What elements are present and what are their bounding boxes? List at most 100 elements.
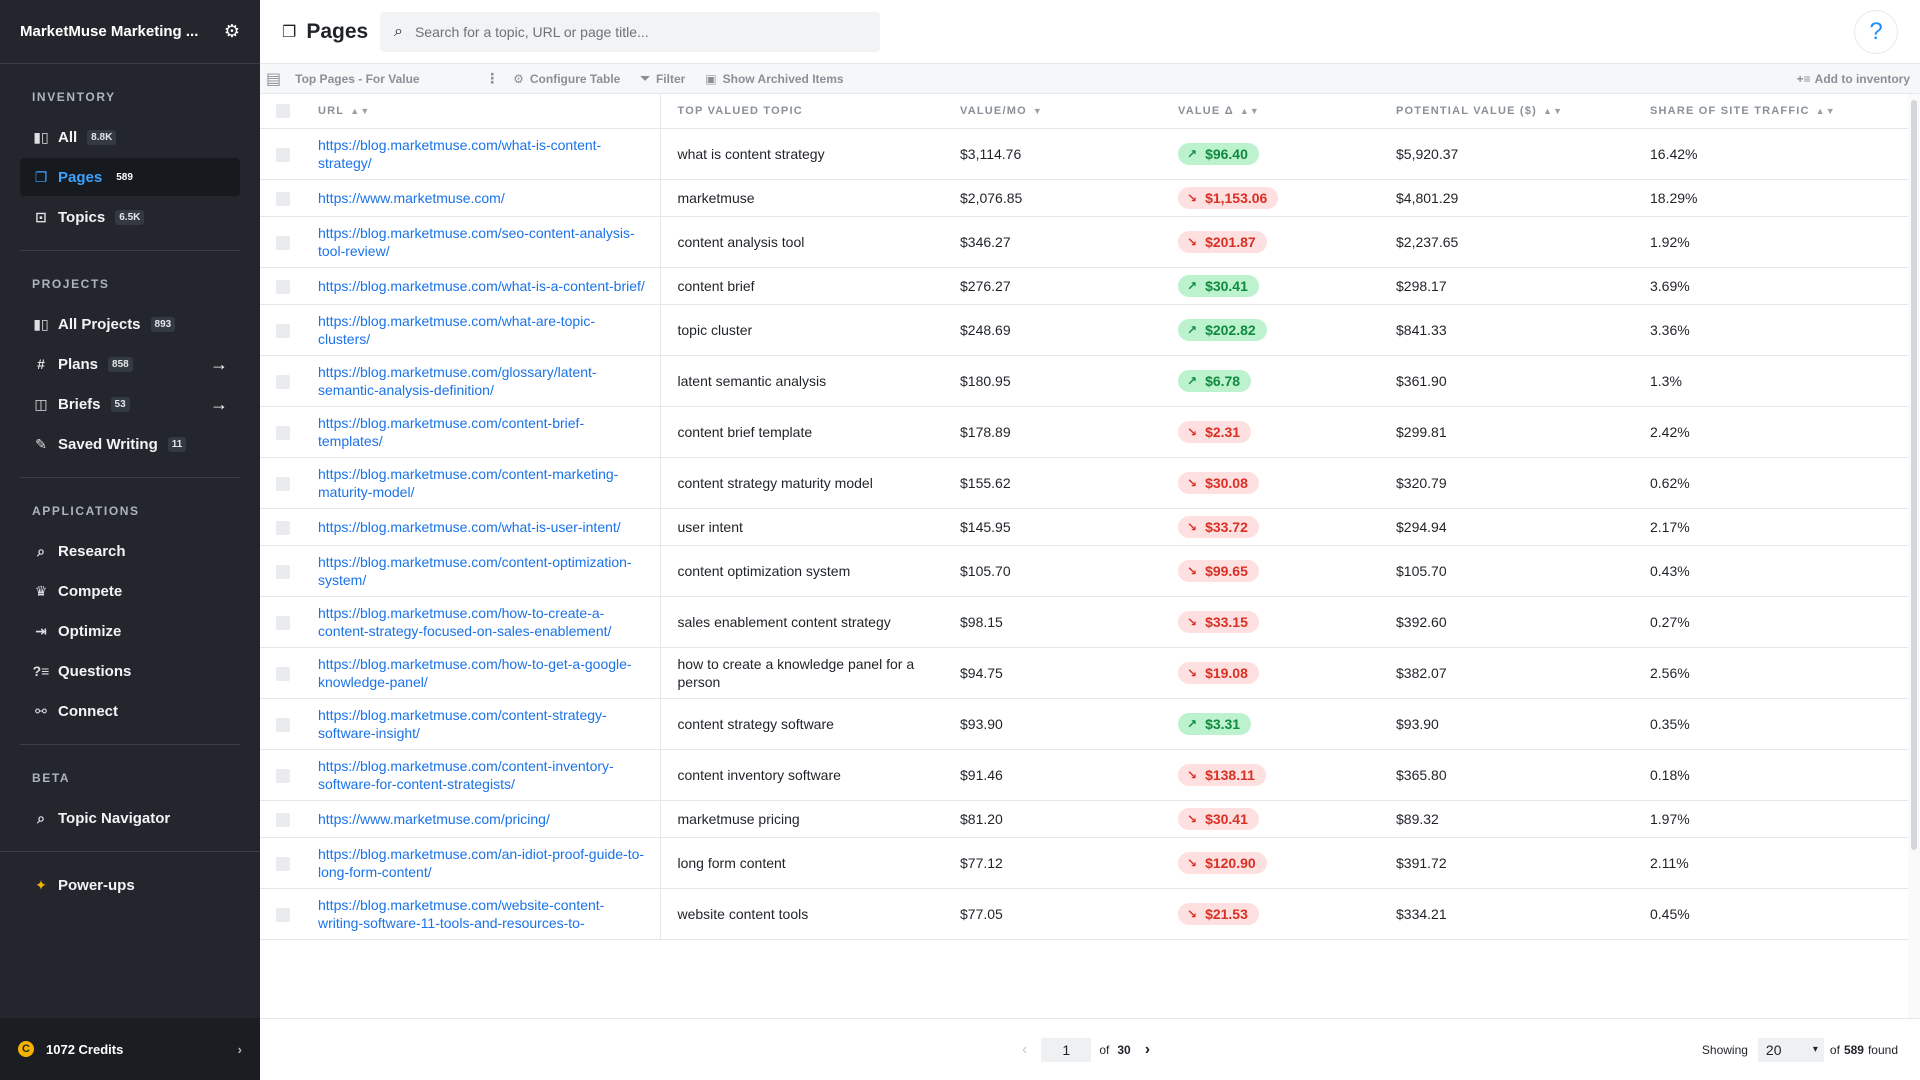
table-row[interactable]: https://www.marketmuse.com/marketmuse $2,… bbox=[260, 179, 1908, 217]
column-header-value-delta[interactable]: VALUE Δ ▲▼ bbox=[1178, 94, 1396, 129]
value-delta-badge: ↘ $99.65 bbox=[1178, 559, 1259, 582]
sidebar-item-topics[interactable]: ⊡ Topics 6.5K bbox=[20, 198, 240, 236]
page-url-link[interactable]: https://blog.marketmuse.com/content-brie… bbox=[318, 414, 585, 449]
row-checkbox[interactable] bbox=[276, 374, 290, 389]
page-url-link[interactable]: https://blog.marketmuse.com/how-to-get-a… bbox=[318, 655, 632, 690]
sidebar-item-compete[interactable]: ♛ Compete bbox=[20, 572, 240, 610]
select-all-checkbox[interactable] bbox=[276, 103, 290, 118]
credits-bar[interactable]: C 1072 Credits › bbox=[0, 1018, 260, 1080]
sort-desc-icon: ▼ bbox=[1032, 105, 1043, 116]
page-url-link[interactable]: https://blog.marketmuse.com/what-is-a-co… bbox=[318, 277, 645, 294]
sidebar-item-plans[interactable]: # Plans 858 → bbox=[20, 345, 240, 383]
table-row[interactable]: https://www.marketmuse.com/pricing/marke… bbox=[260, 800, 1908, 838]
column-header-value[interactable]: VALUE/MO ▼ bbox=[960, 94, 1178, 129]
page-url-link[interactable]: https://blog.marketmuse.com/seo-content-… bbox=[318, 224, 635, 259]
row-checkbox[interactable] bbox=[276, 323, 290, 338]
page-url-link[interactable]: https://blog.marketmuse.com/content-mark… bbox=[318, 465, 619, 500]
page-url-link[interactable]: https://blog.marketmuse.com/how-to-creat… bbox=[318, 604, 612, 639]
sidebar-item-questions[interactable]: ?≡ Questions bbox=[20, 652, 240, 690]
table-row[interactable]: https://blog.marketmuse.com/website-cont… bbox=[260, 888, 1908, 940]
row-checkbox[interactable] bbox=[276, 147, 290, 162]
arrow-right-icon[interactable]: → bbox=[210, 393, 228, 414]
sidebar-header: MarketMuse Marketing ... ⚙ bbox=[0, 0, 260, 64]
table-row[interactable]: https://blog.marketmuse.com/seo-content-… bbox=[260, 216, 1908, 268]
page-number-input[interactable] bbox=[1041, 1037, 1092, 1062]
configure-table-button[interactable]: ⚙ Configure Table bbox=[513, 72, 620, 86]
row-checkbox[interactable] bbox=[276, 235, 290, 250]
table-row[interactable]: https://blog.marketmuse.com/content-mark… bbox=[260, 457, 1908, 509]
table-row[interactable]: https://blog.marketmuse.com/content-brie… bbox=[260, 406, 1908, 458]
search-input[interactable] bbox=[414, 23, 855, 40]
scrollbar[interactable] bbox=[1908, 94, 1920, 1018]
gear-icon[interactable]: ⚙ bbox=[223, 21, 240, 41]
row-checkbox[interactable] bbox=[276, 279, 290, 294]
page-url-link[interactable]: https://blog.marketmuse.com/what-is-user… bbox=[318, 518, 621, 535]
column-header-topic[interactable]: TOP VALUED TOPIC bbox=[660, 94, 960, 129]
table-row[interactable]: https://blog.marketmuse.com/what-is-a-co… bbox=[260, 267, 1908, 305]
page-url-link[interactable]: https://www.marketmuse.com/ bbox=[318, 189, 505, 206]
page-url-link[interactable]: https://blog.marketmuse.com/what-are-top… bbox=[318, 312, 595, 347]
arrow-right-icon[interactable]: → bbox=[210, 353, 228, 374]
page-url-link[interactable]: https://www.marketmuse.com/pricing/ bbox=[318, 810, 550, 827]
row-checkbox[interactable] bbox=[276, 615, 290, 630]
table-row[interactable]: https://blog.marketmuse.com/content-inve… bbox=[260, 749, 1908, 801]
sidebar-item-optimize[interactable]: ⇥ Optimize bbox=[20, 612, 240, 650]
table-row[interactable]: https://blog.marketmuse.com/how-to-creat… bbox=[260, 596, 1908, 648]
table-row[interactable]: https://blog.marketmuse.com/what-is-user… bbox=[260, 508, 1908, 546]
divider bbox=[0, 851, 260, 852]
table-row[interactable]: https://blog.marketmuse.com/what-are-top… bbox=[260, 304, 1908, 356]
row-checkbox[interactable] bbox=[276, 666, 290, 681]
column-header-url[interactable]: URL ▲▼ bbox=[318, 94, 661, 129]
page-url-link[interactable]: https://blog.marketmuse.com/glossary/lat… bbox=[318, 363, 597, 398]
search-box[interactable]: ⌕ bbox=[380, 11, 880, 52]
add-to-inventory-button[interactable]: +≡ Add to inventory bbox=[1797, 72, 1910, 86]
table-row[interactable]: https://blog.marketmuse.com/content-opti… bbox=[260, 545, 1908, 597]
filter-button[interactable]: ⏷ Filter bbox=[640, 71, 685, 86]
help-button[interactable]: ? bbox=[1854, 10, 1898, 54]
sidebar-item-topic-navigator[interactable]: ⌕ Topic Navigator bbox=[20, 799, 240, 837]
topic-cell: content optimization system bbox=[660, 545, 960, 597]
page-url-link[interactable]: https://blog.marketmuse.com/content-opti… bbox=[318, 553, 632, 588]
table-view-icon[interactable]: ▤ bbox=[266, 70, 282, 88]
per-page-select[interactable]: 20 ▾ bbox=[1757, 1037, 1824, 1062]
sidebar-item-research[interactable]: ⌕ Research bbox=[20, 532, 240, 570]
arrow-up-right-icon: ↗ bbox=[1187, 146, 1198, 161]
chevron-left-icon[interactable]: ‹ bbox=[1022, 1040, 1028, 1058]
column-header-potential-value[interactable]: POTENTIAL VALUE ($) ▲▼ bbox=[1396, 94, 1650, 129]
row-checkbox[interactable] bbox=[276, 476, 290, 491]
row-checkbox[interactable] bbox=[276, 425, 290, 440]
scrollbar-thumb[interactable] bbox=[1911, 100, 1917, 850]
row-checkbox[interactable] bbox=[276, 768, 290, 783]
page-url-link[interactable]: https://blog.marketmuse.com/an-idiot-pro… bbox=[318, 845, 645, 880]
page-url-link[interactable]: https://blog.marketmuse.com/website-cont… bbox=[318, 896, 605, 931]
chevron-right-icon[interactable]: › bbox=[1144, 1040, 1151, 1058]
row-checkbox[interactable] bbox=[276, 191, 290, 206]
sidebar-item-all[interactable]: ▮▯ All 8.8K bbox=[20, 118, 240, 156]
sidebar-item-pages[interactable]: ❐ Pages 589 bbox=[20, 158, 240, 196]
more-options-icon[interactable]: ⋮ bbox=[485, 70, 500, 86]
workspace-title[interactable]: MarketMuse Marketing ... bbox=[20, 23, 199, 40]
sidebar-item-all-projects[interactable]: ▮▯ All Projects 893 bbox=[20, 305, 240, 343]
table-row[interactable]: https://blog.marketmuse.com/content-stra… bbox=[260, 698, 1908, 750]
table-row[interactable]: https://blog.marketmuse.com/glossary/lat… bbox=[260, 355, 1908, 407]
table-row[interactable]: https://blog.marketmuse.com/an-idiot-pro… bbox=[260, 837, 1908, 889]
row-checkbox[interactable] bbox=[276, 564, 290, 579]
page-url-link[interactable]: https://blog.marketmuse.com/content-stra… bbox=[318, 706, 607, 741]
row-checkbox[interactable] bbox=[276, 717, 290, 732]
sidebar-item-connect[interactable]: ⚯ Connect bbox=[20, 692, 240, 730]
row-checkbox[interactable] bbox=[276, 520, 290, 535]
sidebar-item-power-ups[interactable]: ✦ Power-ups bbox=[20, 866, 240, 904]
page-url-link[interactable]: https://blog.marketmuse.com/what-is-cont… bbox=[318, 136, 602, 171]
show-archived-button[interactable]: ▣ Show Archived Items bbox=[705, 72, 843, 86]
row-checkbox[interactable] bbox=[276, 812, 290, 827]
row-checkbox[interactable] bbox=[276, 856, 290, 871]
page-url-link[interactable]: https://blog.marketmuse.com/content-inve… bbox=[318, 757, 614, 792]
table-row[interactable]: https://blog.marketmuse.com/what-is-cont… bbox=[260, 128, 1908, 180]
row-checkbox[interactable] bbox=[276, 907, 290, 922]
table-row[interactable]: https://blog.marketmuse.com/how-to-get-a… bbox=[260, 647, 1908, 699]
saved-view-select[interactable]: Top Pages - For Value bbox=[295, 71, 420, 86]
column-header-share-traffic[interactable]: SHARE OF SITE TRAFFIC ▲▼ bbox=[1650, 94, 1908, 129]
sidebar-item-saved-writing[interactable]: ✎ Saved Writing 11 bbox=[20, 425, 240, 463]
sidebar-item-briefs[interactable]: ◫ Briefs 53 → bbox=[20, 385, 240, 423]
share-traffic-cell: 0.35% bbox=[1650, 698, 1908, 750]
